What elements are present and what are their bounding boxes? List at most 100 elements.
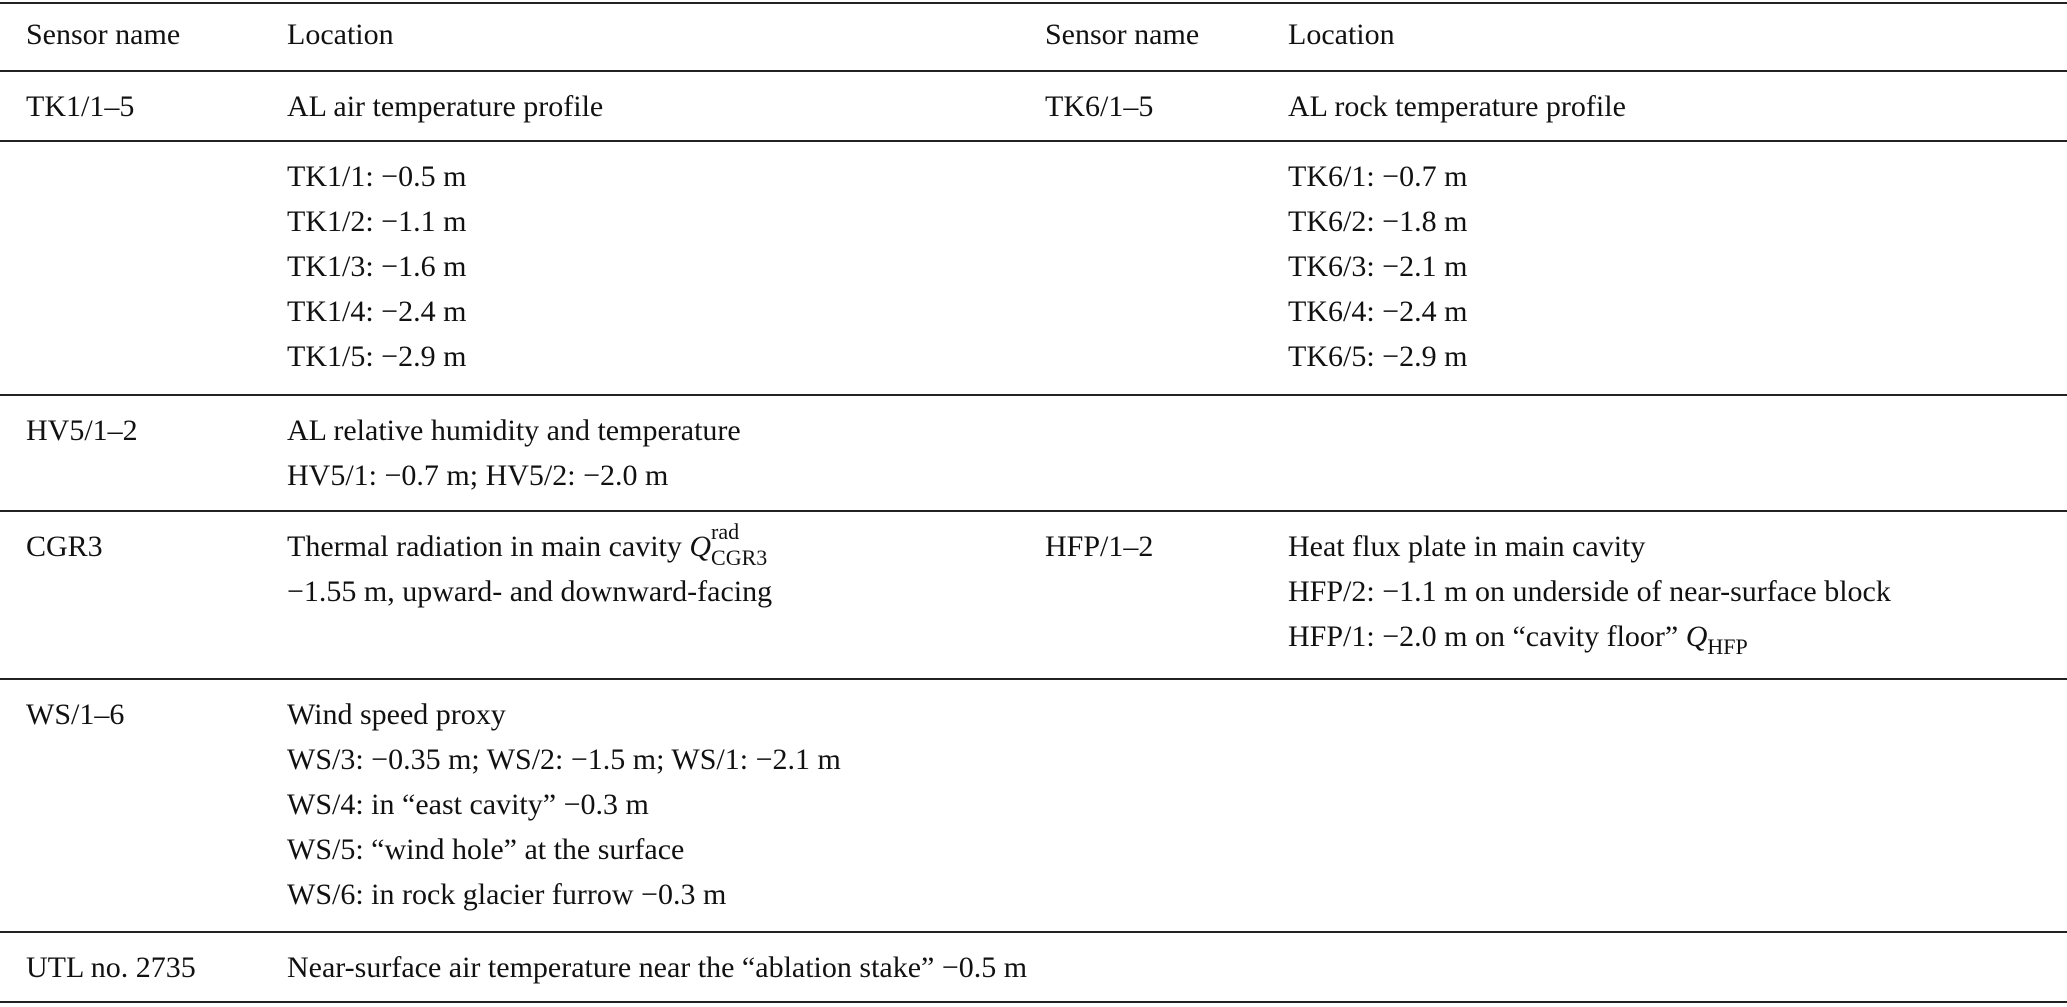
sensor-name-cell: TK1/1–5 (0, 71, 287, 141)
subscript: HFP (1707, 634, 1748, 659)
sensor-name-cell (1045, 395, 1288, 511)
cell-line: Heat flux plate in main cavity (1288, 524, 2067, 569)
line-text: WS/6: in rock glacier furrow −0.3 m (287, 878, 727, 911)
line-text: TK6/5: −2.9 m (1288, 340, 1468, 373)
cell-line: HFP/1–2 (1045, 524, 1288, 569)
subscript: CGR3 (711, 545, 768, 571)
cell-line: HFP/1: −2.0 m on “cavity floor” QHFP (1288, 614, 2067, 659)
line-text: Thermal radiation in main cavity (287, 530, 690, 563)
table-row: HV5/1–2 AL relative humidity and temperat… (0, 395, 2067, 511)
sensor-name-cell (1045, 679, 1288, 932)
line-text: TK1/1–5 (26, 90, 135, 123)
header-location: Location (287, 18, 394, 51)
sensor-name-cell (0, 141, 287, 395)
line-text: WS/4: in “east cavity” −0.3 m (287, 788, 649, 821)
sensor-name-cell: TK6/1–5 (1045, 71, 1288, 141)
cell-line: TK6/1–5 (1045, 84, 1288, 129)
line-text: WS/5: “wind hole” at the surface (287, 833, 685, 866)
line-text: AL relative humidity and temperature (287, 414, 741, 447)
cell-line: Near-surface air temperature near the “a… (287, 945, 1045, 990)
line-text: UTL no. 2735 (26, 951, 196, 984)
cell-line: HV5/1: −0.7 m; HV5/2: −2.0 m (287, 453, 1045, 498)
sensor-name-cell (1045, 932, 1288, 1002)
line-text: CGR3 (26, 530, 103, 563)
cell-line: AL relative humidity and temperature (287, 408, 1045, 453)
location-cell: Heat flux plate in main cavity HFP/2: −1.… (1288, 511, 2067, 679)
math-symbol: QHFP (1685, 620, 1748, 659)
line-text: WS/1–6 (26, 698, 125, 731)
cell-line: UTL no. 2735 (26, 945, 287, 990)
line-text: AL rock temperature profile (1288, 90, 1626, 123)
cell-line: CGR3 (26, 524, 287, 569)
table-row: TK1/1: −0.5 m TK1/2: −1.1 m TK1/3: −1.6 m T… (0, 141, 2067, 395)
table-row: WS/1–6 Wind speed proxy WS/3: −0.35 m; WS/… (0, 679, 2067, 932)
line-text: HFP/1: −2.0 m on “cavity floor” (1288, 620, 1686, 653)
cell-line: WS/6: in rock glacier furrow −0.3 m (287, 872, 1045, 917)
cell-line: Wind speed proxy (287, 692, 1045, 737)
cell-line: TK6/4: −2.4 m (1288, 289, 2067, 334)
cell-line: −1.55 m, upward- and downward-facing (287, 569, 1045, 614)
line-text: HFP/1–2 (1045, 530, 1154, 563)
line-text: TK1/2: −1.1 m (287, 205, 467, 238)
sensor-name-cell: WS/1–6 (0, 679, 287, 932)
location-cell: TK1/1: −0.5 m TK1/2: −1.1 m TK1/3: −1.6 m T… (287, 141, 1045, 395)
header-location-2: Location (1288, 18, 1395, 51)
cell-line: AL air temperature profile (287, 84, 1045, 129)
location-cell: AL relative humidity and temperature HV5/… (287, 395, 1045, 511)
location-cell (1288, 395, 2067, 511)
sensor-name-cell (1045, 141, 1288, 395)
cell-line: TK6/1: −0.7 m (1288, 154, 2067, 199)
line-text: Wind speed proxy (287, 698, 506, 731)
header-row: Sensor name Location Sensor name Locatio… (0, 3, 2067, 71)
cell-line: WS/5: “wind hole” at the surface (287, 827, 1045, 872)
cell-line: HFP/2: −1.1 m on underside of near-surfa… (1288, 569, 2067, 614)
cell-line: TK1/1: −0.5 m (287, 154, 1045, 199)
location-cell (1288, 679, 2067, 932)
cell-line: TK1/1–5 (26, 84, 287, 129)
sensor-name-cell: HFP/1–2 (1045, 511, 1288, 679)
sensor-name-cell: UTL no. 2735 (0, 932, 287, 1002)
line-text: AL air temperature profile (287, 90, 604, 123)
table-row: UTL no. 2735 Near-surface air temperature… (0, 932, 2067, 1002)
symbol-letter: Q (689, 530, 712, 563)
line-text: TK6/1: −0.7 m (1288, 160, 1468, 193)
line-text: HFP/2: −1.1 m on underside of near-surfa… (1288, 575, 1891, 608)
line-text: TK6/2: −1.8 m (1288, 205, 1468, 238)
cell-line: TK6/5: −2.9 m (1288, 334, 2067, 379)
line-text: TK6/4: −2.4 m (1288, 295, 1468, 328)
header-sensor-name: Sensor name (26, 18, 181, 51)
cell-line: WS/4: in “east cavity” −0.3 m (287, 782, 1045, 827)
location-cell: TK6/1: −0.7 m TK6/2: −1.8 m TK6/3: −2.1 m T… (1288, 141, 2067, 395)
line-text: TK6/3: −2.1 m (1288, 250, 1468, 283)
cell-line: AL rock temperature profile (1288, 84, 2067, 129)
location-cell: Near-surface air temperature near the “a… (287, 932, 1045, 1002)
cell-line: TK6/2: −1.8 m (1288, 199, 2067, 244)
symbol-letter: Q (1685, 620, 1708, 653)
line-text: HV5/1: −0.7 m; HV5/2: −2.0 m (287, 459, 669, 492)
location-cell: AL air temperature profile (287, 71, 1045, 141)
line-text: TK1/1: −0.5 m (287, 160, 467, 193)
location-cell: AL rock temperature profile (1288, 71, 2067, 141)
cell-line: TK1/4: −2.4 m (287, 289, 1045, 334)
header-sensor-name-2: Sensor name (1045, 18, 1200, 51)
cell-line: TK1/5: −2.9 m (287, 334, 1045, 379)
line-text: TK1/3: −1.6 m (287, 250, 467, 283)
line-text: TK1/5: −2.9 m (287, 340, 467, 373)
line-text: WS/3: −0.35 m; WS/2: −1.5 m; WS/1: −2.1 … (287, 743, 841, 776)
cell-line: HV5/1–2 (26, 408, 287, 453)
location-cell: Wind speed proxy WS/3: −0.35 m; WS/2: −1.… (287, 679, 1045, 932)
superscript: rad (711, 519, 740, 545)
line-text: Heat flux plate in main cavity (1288, 530, 1646, 563)
cell-line: TK1/3: −1.6 m (287, 244, 1045, 289)
sup-sub: rad CGR3 (711, 521, 767, 569)
line-text: TK6/1–5 (1045, 90, 1154, 123)
line-text: TK1/4: −2.4 m (287, 295, 467, 328)
cell-line: TK1/2: −1.1 m (287, 199, 1045, 244)
location-cell (1288, 932, 2067, 1002)
cell-line: WS/3: −0.35 m; WS/2: −1.5 m; WS/1: −2.1 … (287, 737, 1045, 782)
